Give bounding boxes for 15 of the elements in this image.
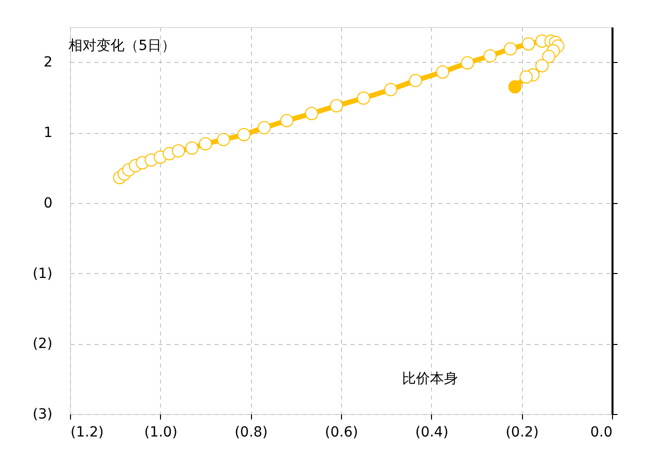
y-tick-label: (1) [32,266,52,282]
x-tick-label: 0.0 [590,424,612,440]
y-tick-label: (3) [32,406,52,422]
y-tick-label: 0 [44,195,52,212]
y-axis-title: 相对变化（5日） [68,38,176,54]
x-tick-label: (1.2) [70,424,104,440]
x-tick-label: (0.6) [324,424,358,440]
x-tick-label: (0.8) [234,424,268,440]
x-axis-title: 比价本身 [402,371,458,387]
y-tick-label: 2 [44,54,52,71]
x-tick-label: (1.0) [144,424,178,440]
y-tick-label: (2) [32,336,52,352]
y-tick-label: 1 [44,125,52,142]
x-tick-label: (0.4) [415,424,448,440]
x-tick-label: (0.2) [506,424,539,440]
